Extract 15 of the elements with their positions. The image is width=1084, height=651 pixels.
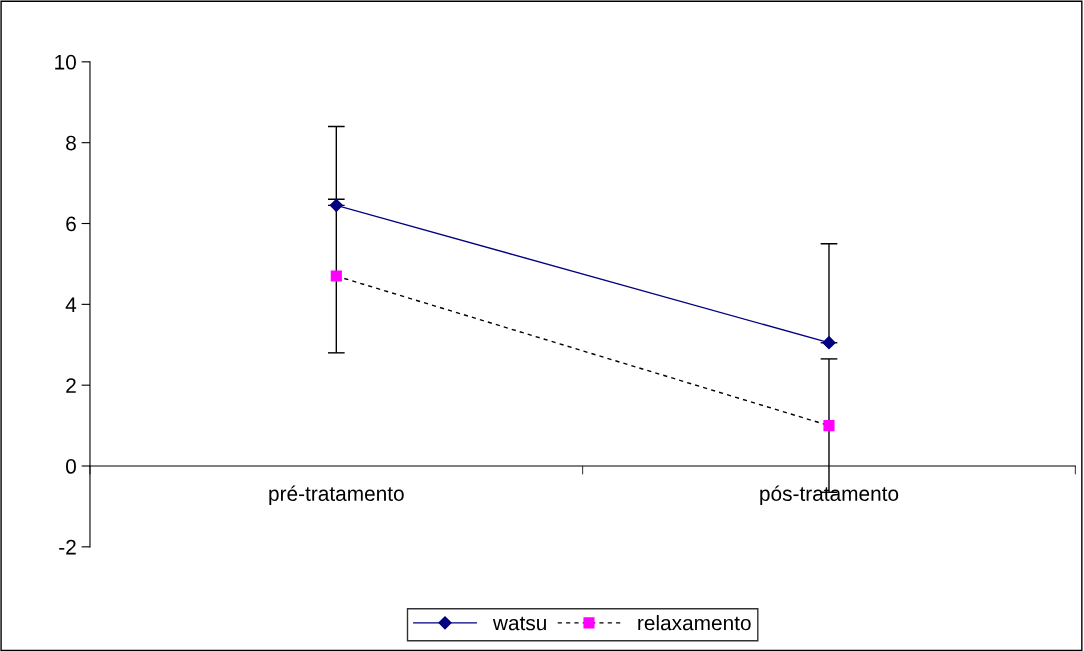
point	[823, 420, 835, 432]
legend-label: watsu	[492, 616, 546, 631]
point	[330, 270, 342, 282]
y-tick-label: 8	[66, 135, 76, 151]
x-tick-label: pós-tratamento	[760, 485, 899, 506]
point	[822, 336, 836, 350]
y-tick-label: 6	[66, 216, 76, 232]
y-tick-label: 2	[66, 378, 76, 393]
x-tick-label: pré-tratamento	[269, 485, 404, 506]
y-tick-label: 10	[55, 54, 76, 70]
legend-label: relaxamento	[638, 615, 751, 631]
y-tick-label: -2	[59, 539, 76, 555]
y-tick-label: 4	[65, 297, 77, 312]
y-tick-label: 0	[66, 459, 76, 474]
point	[329, 198, 343, 212]
